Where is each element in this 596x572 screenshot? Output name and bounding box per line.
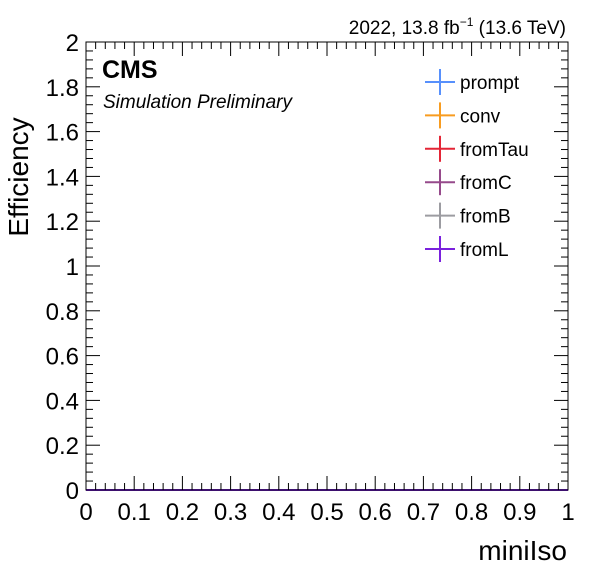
x-tick-label: 0.7 [407, 499, 440, 526]
y-tick-label: 0 [66, 478, 79, 505]
legend-entry-prompt: prompt [425, 69, 520, 95]
y-tick-label: 1.4 [46, 164, 79, 191]
x-tick-label: 0 [79, 499, 92, 526]
legend-entry-fromb: fromB [425, 202, 511, 229]
x-tick-labels: 0 0.1 0.2 0.3 0.4 0.5 0.6 0.7 0.8 0.9 1 [79, 499, 574, 526]
y-tick-label: 2 [66, 30, 79, 57]
legend: prompt conv fromTau fromC fromB fromL [425, 69, 529, 262]
y-axis-title: Efficiency [3, 117, 34, 236]
y-tick-label: 1 [66, 254, 79, 281]
x-tick-label: 0.9 [503, 499, 536, 526]
y-tick-label: 1.2 [46, 209, 79, 236]
legend-label: prompt [460, 73, 520, 94]
x-tick-label: 1 [561, 499, 574, 526]
x-tick-label: 0.5 [310, 499, 343, 526]
plot-frame [85, 41, 569, 491]
y-tick-label: 1.6 [46, 120, 79, 147]
x-tick-label: 0.1 [118, 499, 151, 526]
legend-entry-fromc: fromC [425, 169, 512, 196]
y-tick-label: 0.2 [46, 433, 79, 460]
legend-label: fromL [460, 240, 509, 261]
experiment-label: CMS [102, 56, 158, 84]
legend-entry-froml: fromL [425, 236, 509, 262]
legend-entry-fromtau: fromTau [425, 135, 529, 162]
x-tick-label: 0.3 [214, 499, 247, 526]
y-tick-label: 0.4 [46, 388, 79, 415]
x-tick-label: 0.4 [262, 499, 295, 526]
luminosity-label: 2022, 13.8 fb−1 (13.6 TeV) [349, 15, 566, 39]
legend-label: fromB [460, 207, 511, 228]
axis-ticks [85, 41, 569, 491]
x-axis-title: miniIso [478, 535, 567, 566]
legend-label: conv [460, 106, 501, 127]
y-tick-labels: 0 0.2 0.4 0.6 0.8 1 1.2 1.4 1.6 1.8 2 [46, 30, 79, 505]
legend-label: fromTau [460, 140, 529, 161]
y-tick-label: 1.8 [46, 75, 79, 102]
x-tick-label: 0.6 [359, 499, 392, 526]
y-tick-label: 0.6 [46, 344, 79, 371]
x-tick-label: 0.8 [455, 499, 488, 526]
legend-entry-conv: conv [425, 102, 501, 129]
x-tick-label: 0.2 [166, 499, 199, 526]
legend-label: fromC [460, 173, 512, 194]
y-tick-label: 0.8 [46, 299, 79, 326]
status-label: Simulation Preliminary [103, 92, 294, 113]
